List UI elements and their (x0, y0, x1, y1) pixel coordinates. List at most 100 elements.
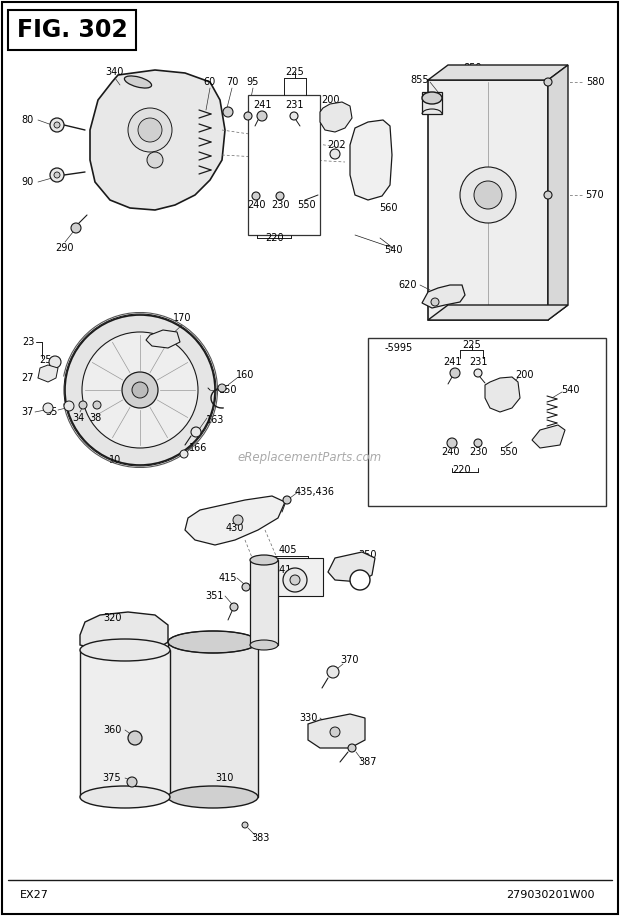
Text: 540: 540 (384, 245, 402, 255)
Circle shape (544, 191, 552, 199)
Text: 80: 80 (22, 115, 34, 125)
Text: 225: 225 (463, 340, 481, 350)
Text: 231: 231 (286, 100, 304, 110)
Bar (258, 558, 323, 596)
Text: 351: 351 (206, 591, 224, 601)
Circle shape (350, 570, 370, 590)
Text: 240: 240 (248, 200, 266, 210)
Circle shape (82, 332, 198, 448)
Polygon shape (308, 714, 365, 748)
Circle shape (64, 401, 74, 411)
Circle shape (348, 744, 356, 752)
Circle shape (132, 382, 148, 398)
Bar (8, 10, 136, 50)
Circle shape (49, 356, 61, 368)
Text: 330: 330 (299, 713, 317, 723)
Circle shape (327, 666, 339, 678)
Polygon shape (80, 612, 168, 652)
Polygon shape (185, 496, 285, 545)
Circle shape (450, 368, 460, 378)
Circle shape (127, 777, 137, 787)
Text: 850: 850 (464, 63, 482, 73)
Bar (250, 560, 278, 645)
Circle shape (147, 152, 163, 168)
Text: 310: 310 (216, 773, 234, 783)
Polygon shape (328, 552, 375, 582)
Circle shape (544, 78, 552, 86)
Text: 25: 25 (40, 355, 52, 365)
Circle shape (233, 515, 243, 525)
Polygon shape (428, 65, 568, 80)
Circle shape (242, 822, 248, 828)
Text: 70: 70 (226, 77, 238, 87)
Circle shape (54, 122, 60, 128)
Circle shape (290, 112, 298, 120)
Circle shape (79, 401, 87, 409)
Circle shape (276, 192, 284, 200)
Circle shape (191, 427, 201, 437)
Bar (248, 95, 320, 235)
Ellipse shape (168, 631, 258, 653)
Ellipse shape (125, 76, 151, 88)
Circle shape (252, 192, 260, 200)
Circle shape (50, 118, 64, 132)
Text: 202: 202 (328, 140, 347, 150)
Text: 10: 10 (109, 455, 121, 465)
Text: FIG. 302: FIG. 302 (17, 18, 127, 42)
Circle shape (474, 181, 502, 209)
Circle shape (180, 450, 188, 458)
Text: 340: 340 (106, 67, 124, 77)
Circle shape (138, 118, 162, 142)
Text: 230: 230 (469, 447, 487, 457)
Bar (168, 642, 258, 797)
Text: 27: 27 (22, 373, 34, 383)
Ellipse shape (168, 786, 258, 808)
Polygon shape (428, 305, 568, 320)
Text: 290: 290 (56, 243, 74, 253)
Text: 350: 350 (359, 550, 377, 560)
Bar (80, 650, 170, 797)
Text: 375: 375 (103, 773, 122, 783)
Text: -5995: -5995 (385, 343, 414, 353)
Text: 90: 90 (22, 177, 34, 187)
Text: 560: 560 (379, 203, 397, 213)
Circle shape (290, 575, 300, 585)
Text: 620: 620 (399, 280, 417, 290)
Text: 241: 241 (254, 100, 272, 110)
Text: 220: 220 (453, 465, 471, 475)
Text: 540: 540 (560, 385, 579, 395)
Text: 550: 550 (298, 200, 316, 210)
Circle shape (71, 223, 81, 233)
Ellipse shape (422, 92, 442, 104)
Text: 341: 341 (274, 565, 292, 575)
Text: 38: 38 (89, 413, 101, 423)
Circle shape (65, 315, 215, 465)
Text: A: A (356, 575, 363, 584)
Text: 550: 550 (498, 447, 517, 457)
Polygon shape (422, 285, 465, 308)
Polygon shape (485, 377, 520, 412)
Circle shape (474, 369, 482, 377)
Circle shape (230, 603, 238, 611)
Text: 220: 220 (266, 233, 285, 243)
Circle shape (54, 172, 60, 178)
Circle shape (122, 372, 158, 408)
Text: 231: 231 (469, 357, 487, 367)
Text: 430: 430 (226, 523, 244, 533)
Circle shape (460, 167, 516, 223)
Text: 230: 230 (272, 200, 290, 210)
Text: 160: 160 (236, 370, 254, 380)
Circle shape (242, 583, 250, 591)
Text: 60: 60 (204, 77, 216, 87)
Ellipse shape (250, 640, 278, 650)
Text: 240: 240 (441, 447, 459, 457)
Text: 170: 170 (173, 313, 191, 323)
Ellipse shape (80, 786, 170, 808)
Text: 320: 320 (104, 613, 122, 623)
Bar (368, 338, 606, 506)
Text: 570: 570 (586, 190, 604, 200)
Text: 95: 95 (247, 77, 259, 87)
Circle shape (330, 727, 340, 737)
Ellipse shape (80, 639, 170, 661)
Text: 35: 35 (46, 407, 58, 417)
